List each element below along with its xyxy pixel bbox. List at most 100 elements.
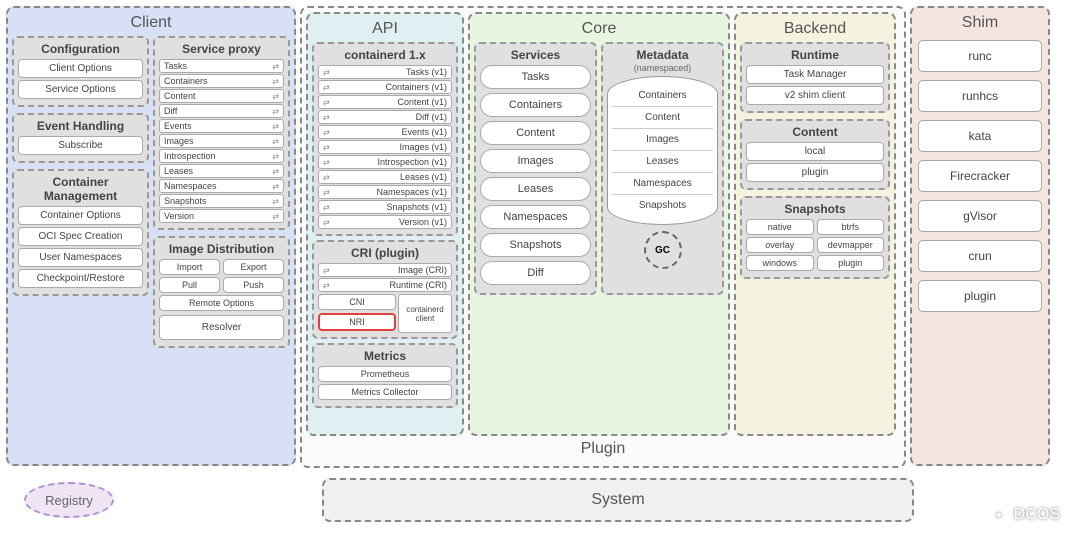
container-options: Container Options xyxy=(18,206,143,225)
metadata-cylinder: ContainersContentImagesLeasesNamespacesS… xyxy=(607,76,718,225)
service-proxy-item: Leases⇄ xyxy=(159,164,284,178)
metadata-item: Content xyxy=(612,106,713,128)
services-title: Services xyxy=(480,48,591,62)
containerd-title: containerd 1.x xyxy=(318,48,452,62)
api-item: ⇄Events (v1) xyxy=(318,125,452,139)
service-proxy-item: Namespaces⇄ xyxy=(159,179,284,193)
shim-item: Firecracker xyxy=(918,160,1042,192)
shim-item: plugin xyxy=(918,280,1042,312)
image-dist-box: Image Distribution Import Export Pull Pu… xyxy=(153,236,290,348)
prometheus: Prometheus xyxy=(318,366,452,382)
api-item: ⇄Content (v1) xyxy=(318,95,452,109)
container-mgmt-box: Container Management Container Options O… xyxy=(12,169,149,296)
service-proxy-title: Service proxy xyxy=(159,42,284,56)
client-column: Client Configuration Client Options Serv… xyxy=(6,6,296,466)
backend-title: Backend xyxy=(740,20,890,38)
api-item: ⇄Leases (v1) xyxy=(318,170,452,184)
api-item: ⇄Introspection (v1) xyxy=(318,155,452,169)
service-proxy-item: Version⇄ xyxy=(159,209,284,223)
subscribe: Subscribe xyxy=(18,136,143,155)
metadata-title: Metadata xyxy=(607,48,718,62)
api-item: ⇄Diff (v1) xyxy=(318,110,452,124)
service-proxy-item: Introspection⇄ xyxy=(159,149,284,163)
service-pill: Containers xyxy=(480,93,591,117)
runtime-box: Runtime Task Manager v2 shim client xyxy=(740,42,890,113)
metadata-item: Namespaces xyxy=(612,172,713,194)
cri-title: CRI (plugin) xyxy=(318,246,452,260)
service-proxy-item: Images⇄ xyxy=(159,134,284,148)
remote-options: Remote Options xyxy=(159,295,284,311)
metrics-box: Metrics Prometheus Metrics Collector xyxy=(312,343,458,408)
v2-shim-client: v2 shim client xyxy=(746,86,884,105)
runtime-title: Runtime xyxy=(746,48,884,62)
nri: NRI xyxy=(318,313,396,331)
snapshots-box: Snapshots nativebtrfsoverlaydevmapperwin… xyxy=(740,196,890,279)
service-pill: Images xyxy=(480,149,591,173)
core-title: Core xyxy=(474,20,724,38)
user-namespaces: User Namespaces xyxy=(18,248,143,267)
export: Export xyxy=(223,259,284,275)
checkpoint-restore: Checkpoint/Restore xyxy=(18,269,143,288)
content-box: Content local plugin xyxy=(740,119,890,190)
cri-box: CRI (plugin) ⇄Image (CRI) ⇄Runtime (CRI)… xyxy=(312,240,458,339)
metadata-item: Containers xyxy=(612,85,713,106)
service-pill: Diff xyxy=(480,261,591,285)
snapshot-item: overlay xyxy=(746,237,814,253)
content-local: local xyxy=(746,142,884,161)
metadata-sub: (namespaced) xyxy=(607,63,718,73)
api-item: ⇄Snapshots (v1) xyxy=(318,200,452,214)
metrics-title: Metrics xyxy=(318,349,452,363)
service-proxy-item: Tasks⇄ xyxy=(159,59,284,73)
api-title: API xyxy=(312,20,458,38)
task-manager: Task Manager xyxy=(746,65,884,84)
api-item: ⇄Containers (v1) xyxy=(318,80,452,94)
service-proxy-box: Service proxy Tasks⇄Containers⇄Content⇄D… xyxy=(153,36,290,230)
import: Import xyxy=(159,259,220,275)
metadata-item: Snapshots xyxy=(612,194,713,216)
image-dist-title: Image Distribution xyxy=(159,242,284,256)
snapshot-item: btrfs xyxy=(817,219,885,235)
shim-title: Shim xyxy=(916,14,1044,32)
api-column: API containerd 1.x ⇄Tasks (v1)⇄Container… xyxy=(306,12,464,436)
image-cri: ⇄Image (CRI) xyxy=(318,263,452,277)
snapshot-item: native xyxy=(746,219,814,235)
config-title: Configuration xyxy=(18,42,143,56)
oci-spec: OCI Spec Creation xyxy=(18,227,143,246)
service-proxy-item: Containers⇄ xyxy=(159,74,284,88)
snapshot-item: windows xyxy=(746,255,814,271)
services-box: Services TasksContainersContentImagesLea… xyxy=(474,42,597,295)
backend-column: Backend Runtime Task Manager v2 shim cli… xyxy=(734,12,896,436)
watermark: ✦ DCOS xyxy=(990,506,1060,524)
plugin-container: API containerd 1.x ⇄Tasks (v1)⇄Container… xyxy=(300,6,906,468)
shim-item: gVisor xyxy=(918,200,1042,232)
api-item: ⇄Namespaces (v1) xyxy=(318,185,452,199)
runtime-cri: ⇄Runtime (CRI) xyxy=(318,278,452,292)
metrics-collector: Metrics Collector xyxy=(318,384,452,400)
configuration-box: Configuration Client Options Service Opt… xyxy=(12,36,149,107)
client-title: Client xyxy=(12,14,290,32)
service-pill: Namespaces xyxy=(480,205,591,229)
shim-item: runc xyxy=(918,40,1042,72)
shim-item: runhcs xyxy=(918,80,1042,112)
snapshot-item: devmapper xyxy=(817,237,885,253)
containerd-client: containerd client xyxy=(398,294,452,333)
snapshot-item: plugin xyxy=(817,255,885,271)
event-handling-box: Event Handling Subscribe xyxy=(12,113,149,163)
resolver: Resolver xyxy=(159,315,284,340)
service-proxy-item: Content⇄ xyxy=(159,89,284,103)
core-column: Core Services TasksContainersContentImag… xyxy=(468,12,730,436)
shim-item: kata xyxy=(918,120,1042,152)
shim-item: crun xyxy=(918,240,1042,272)
pull: Pull xyxy=(159,277,220,293)
content-plugin: plugin xyxy=(746,163,884,182)
service-pill: Leases xyxy=(480,177,591,201)
metadata-item: Images xyxy=(612,128,713,150)
service-options: Service Options xyxy=(18,80,143,99)
snapshots-title: Snapshots xyxy=(746,202,884,216)
service-proxy-item: Events⇄ xyxy=(159,119,284,133)
shim-column: Shim runc runhcs kata Firecracker gVisor crun… xyxy=(910,6,1050,466)
api-item: ⇄Version (v1) xyxy=(318,215,452,229)
event-title: Event Handling xyxy=(18,119,143,133)
containerd-box: containerd 1.x ⇄Tasks (v1)⇄Containers (v… xyxy=(312,42,458,236)
service-pill: Tasks xyxy=(480,65,591,89)
